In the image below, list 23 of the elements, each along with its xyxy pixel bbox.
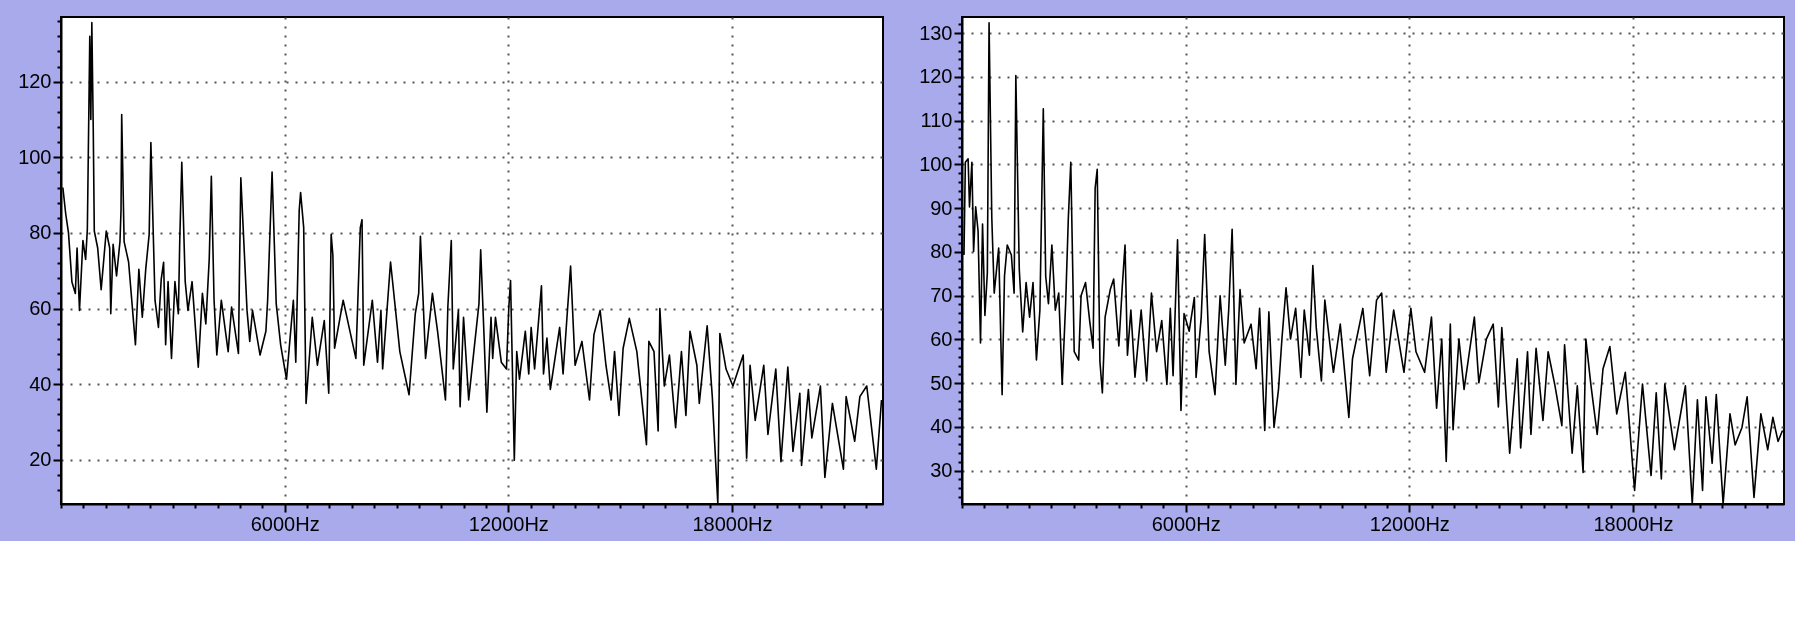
y-tick-label: 120 [18,70,52,93]
x-tick-label: 18000Hz [692,512,773,535]
y-tick-label: 60 [930,327,953,350]
y-tick-label: 100 [919,152,953,175]
y-tick-label: 60 [29,297,52,320]
y-tick-label: 80 [29,221,52,244]
y-tick-label: 70 [930,284,953,307]
x-tick-label: 6000Hz [1151,512,1221,535]
y-tick-label: 40 [930,415,953,438]
y-tick-label: 30 [930,459,953,482]
x-tick-label: 12000Hz [1369,512,1450,535]
y-tick-label: 90 [930,196,953,219]
y-tick-label: 100 [18,145,52,168]
y-tick-label: 50 [930,371,953,394]
y-tick-label: 80 [930,240,953,263]
x-tick-label: 18000Hz [1593,512,1674,535]
y-tick-label: 40 [29,372,52,395]
y-tick-label: 110 [920,109,953,132]
y-tick-label: 120 [919,65,953,88]
x-tick-label: 12000Hz [468,512,549,535]
x-tick-label: 6000Hz [250,512,320,535]
y-tick-label: 20 [29,448,52,471]
y-tick-label: 130 [919,21,953,44]
